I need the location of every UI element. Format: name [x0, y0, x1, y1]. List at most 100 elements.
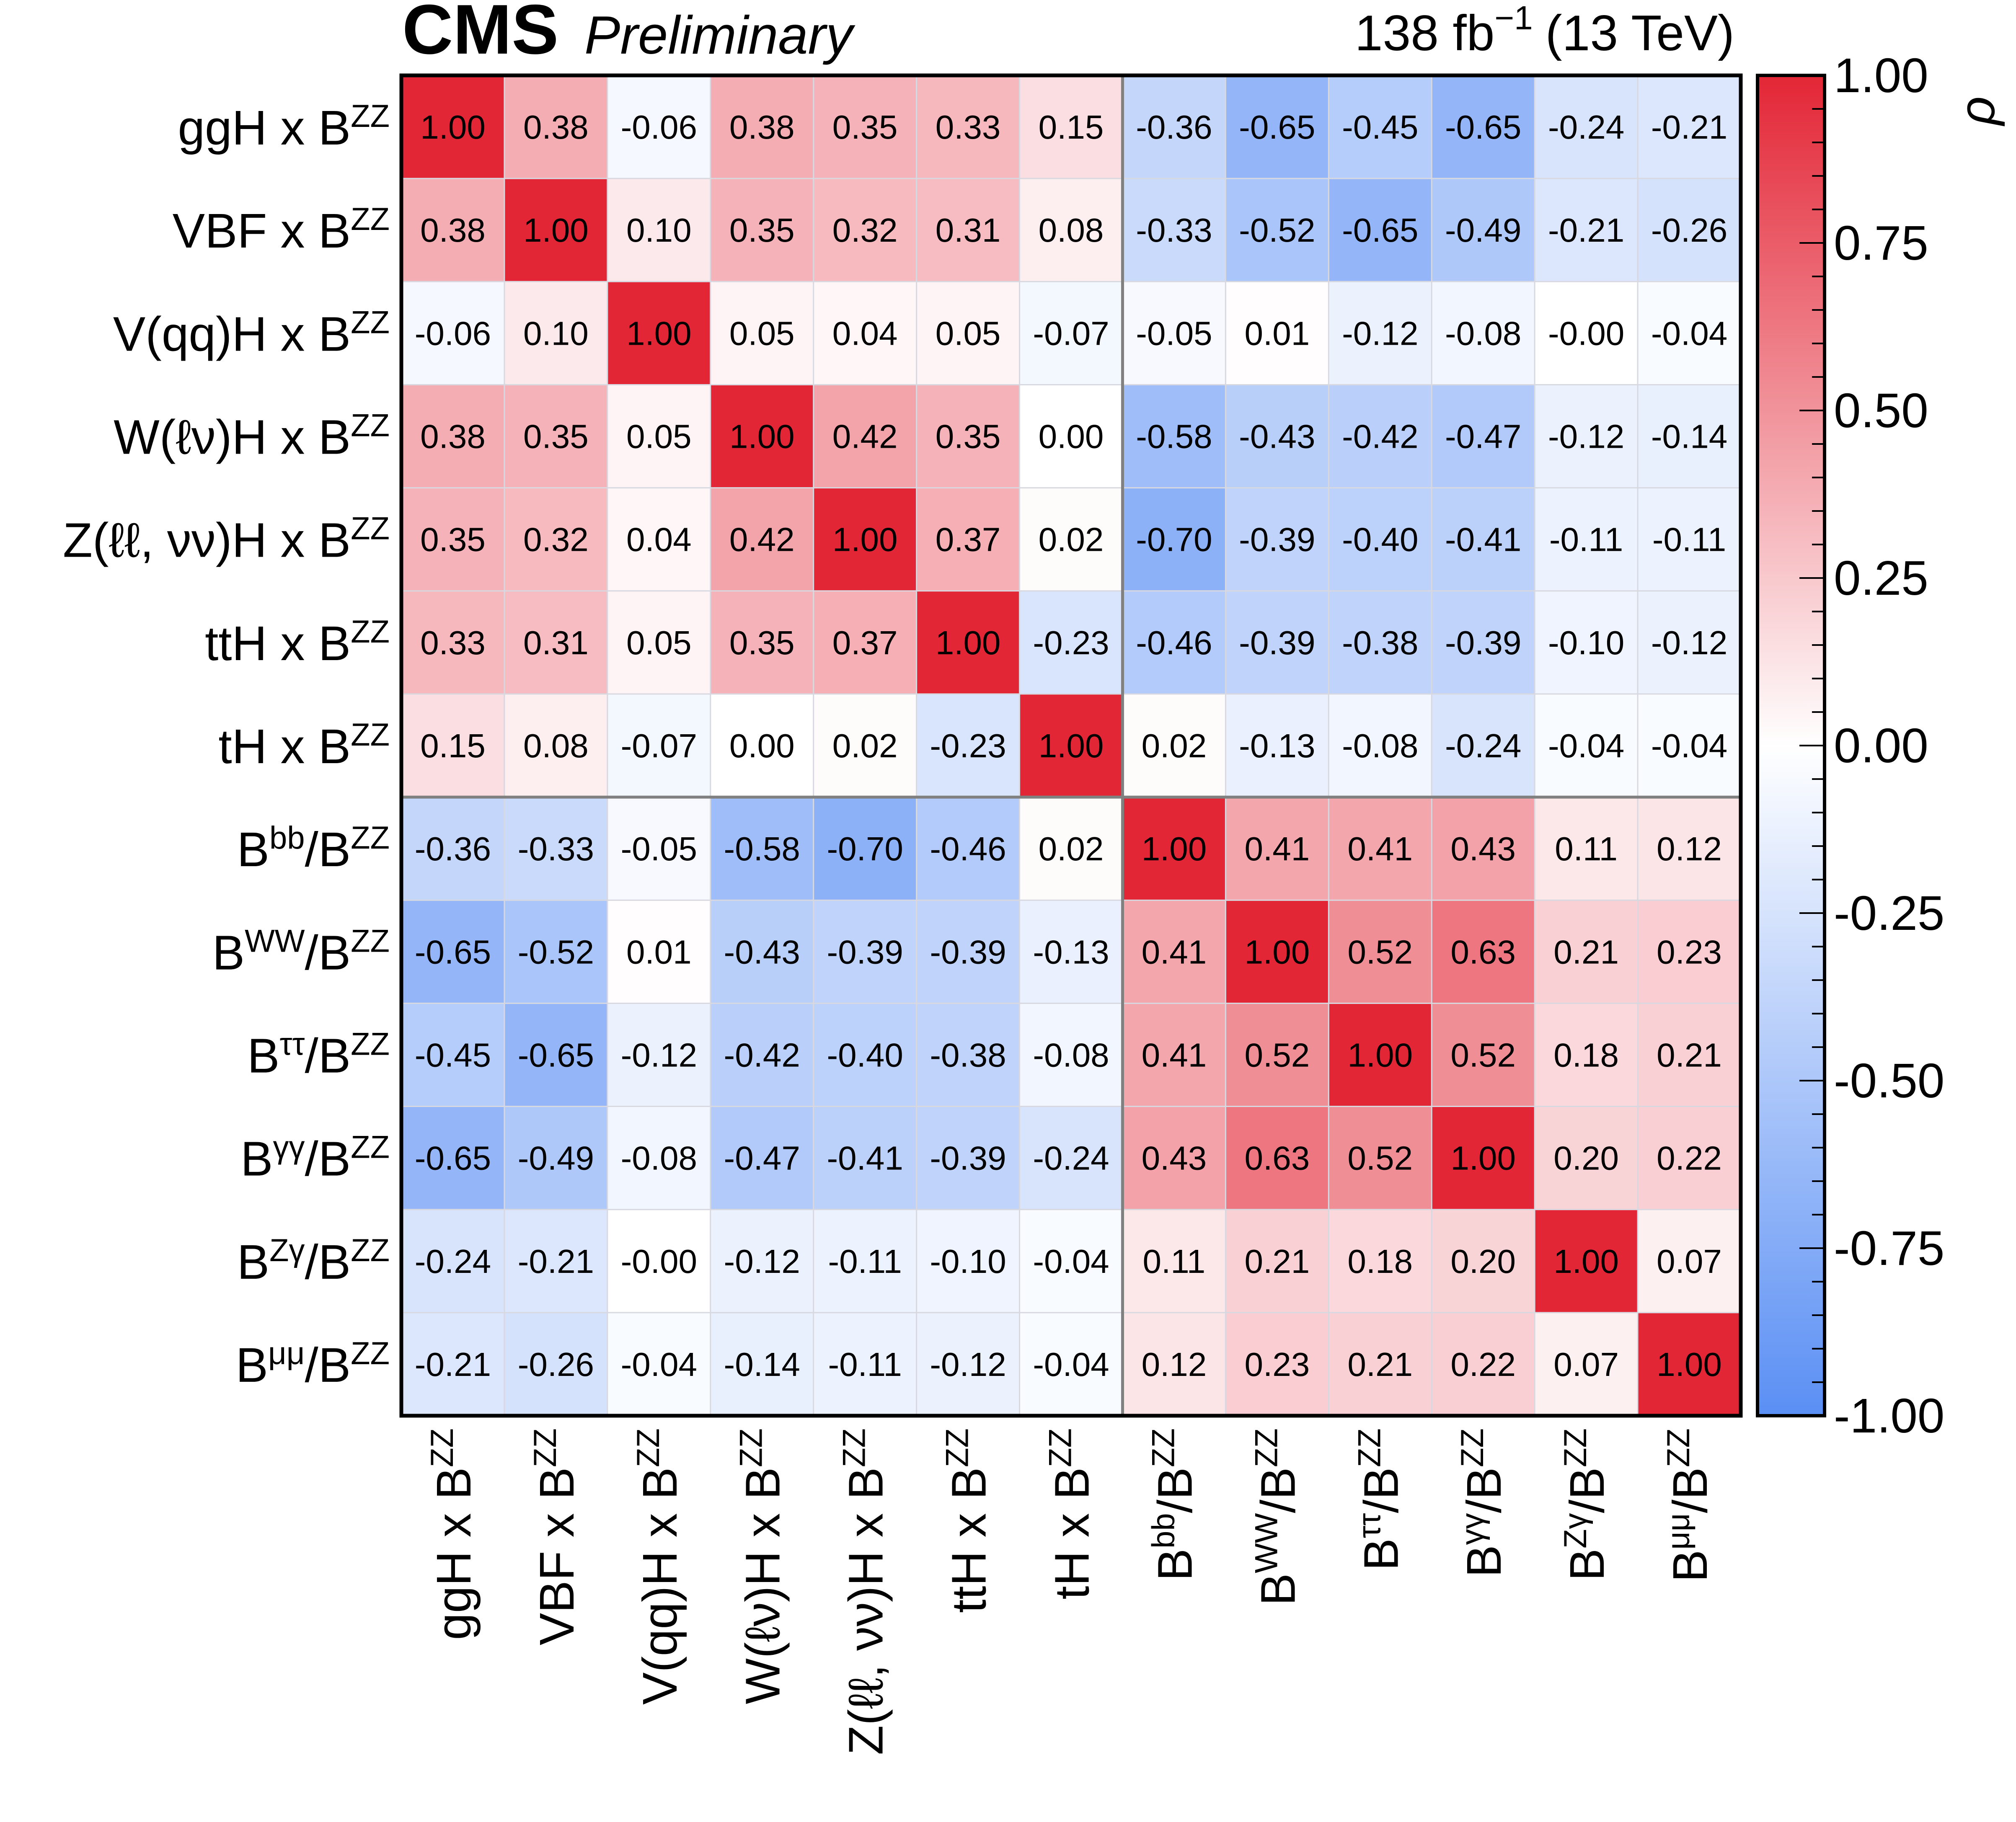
cell-value-label: 0.31 — [936, 212, 1001, 249]
cell-value-label: -0.46 — [930, 830, 1006, 867]
cell-value-label: -0.04 — [1033, 1346, 1109, 1383]
label-superscript: ZZ — [351, 1026, 390, 1062]
heatmap-cell — [1122, 1209, 1226, 1313]
cell-value-label: 0.42 — [729, 521, 795, 558]
cell-value-label: -0.14 — [724, 1346, 800, 1383]
label-base: Z(ℓℓ, νν)H x B — [63, 513, 351, 568]
cell-value-label: 0.02 — [1039, 521, 1104, 558]
column-label: tH x BZZ — [1043, 1428, 1099, 1600]
cell-value-label: 0.10 — [626, 212, 692, 249]
label-base: tH x B — [218, 719, 351, 774]
label-base: B — [237, 822, 269, 877]
cell-value-label: -0.23 — [1033, 624, 1109, 661]
label-tail: /B — [1663, 1467, 1717, 1513]
heatmap-cell — [813, 488, 917, 591]
label-tail: /B — [1354, 1467, 1408, 1513]
cell-value-label: -0.08 — [1342, 727, 1418, 764]
colorbar-tick-label: 0.75 — [1834, 216, 1928, 270]
block-separators — [401, 75, 1741, 1416]
cell-value-label: -0.65 — [1445, 108, 1521, 146]
heatmap-cell — [607, 1106, 711, 1210]
colorbar-tick-label: 0.50 — [1834, 383, 1928, 438]
cell-value-label: 0.07 — [1553, 1346, 1619, 1383]
label-base: VBF x B — [530, 1467, 584, 1645]
colorbar-tick-label: 0.25 — [1834, 551, 1928, 605]
column-label: W(ℓν)H x BZZ — [734, 1428, 790, 1704]
cell-value-label: -0.65 — [415, 1140, 491, 1177]
heatmap-cell — [1122, 1312, 1226, 1416]
heatmap-cell — [710, 75, 814, 179]
heatmap-cell — [916, 1312, 1020, 1416]
heatmap-cell — [1019, 694, 1123, 797]
heatmap-cell — [1225, 488, 1329, 591]
cell-value-label: 1.00 — [936, 624, 1001, 661]
cell-value-label: -0.39 — [827, 933, 903, 970]
label-base: B — [212, 925, 245, 980]
cell-value-label: -0.45 — [1342, 108, 1418, 146]
cell-value-label: -0.46 — [1136, 624, 1212, 661]
heatmap-cell — [504, 385, 608, 488]
heatmap-cell — [401, 385, 505, 488]
cell-value-label: -0.52 — [518, 933, 594, 970]
cell-value-label: -0.47 — [724, 1140, 800, 1177]
cell-value-label: 1.00 — [1039, 727, 1104, 764]
heatmap-cell — [401, 797, 505, 901]
cell-value-label: 0.05 — [936, 315, 1001, 352]
heatmap-cell — [1122, 385, 1226, 488]
heatmap-cell — [504, 1312, 608, 1416]
row-label: ggH x BZZ — [178, 98, 390, 155]
label-base: ttH x B — [205, 616, 351, 671]
label-superscript: μμ — [1661, 1513, 1696, 1550]
heatmap-cell — [710, 281, 814, 385]
cell-value-label: -0.07 — [1033, 315, 1109, 352]
label-superscript: ZZ — [351, 1336, 390, 1371]
cell-value-label: -0.08 — [1445, 315, 1521, 352]
cell-value-label: -0.41 — [827, 1140, 903, 1177]
cell-value-label: 1.00 — [1450, 1140, 1516, 1177]
label-superscript: ττ — [279, 1026, 305, 1062]
heatmap-cell — [1019, 1312, 1123, 1416]
cell-value-label: 0.01 — [1244, 315, 1310, 352]
heatmap-cell — [1432, 900, 1535, 1004]
cell-value-label: -0.42 — [1342, 418, 1418, 455]
heatmap-cell — [1122, 178, 1226, 282]
heatmap-cell — [1019, 75, 1123, 179]
heatmap-cell — [1432, 1003, 1535, 1107]
label-tail: /B — [305, 1338, 351, 1392]
label-superscript: ZZ — [1661, 1428, 1696, 1467]
heatmap-cell — [504, 488, 608, 591]
heatmap-cell — [916, 900, 1020, 1004]
heatmap-cell — [1638, 591, 1741, 694]
cell-value-label: 0.63 — [1244, 1140, 1310, 1177]
cell-value-label: 0.00 — [1039, 418, 1104, 455]
heatmap-cell — [504, 1003, 608, 1107]
cell-value-label: -0.65 — [518, 1036, 594, 1074]
cell-value-label: 0.38 — [729, 108, 795, 146]
cell-value-label: -0.45 — [415, 1036, 491, 1074]
cell-value-label: -0.04 — [1651, 315, 1727, 352]
label-superscript: Zγ — [269, 1233, 305, 1268]
cell-value-label: -0.42 — [724, 1036, 800, 1074]
heatmap-cell — [607, 591, 711, 694]
cell-value-label: 0.52 — [1347, 933, 1413, 970]
cell-value-label: -0.36 — [1136, 108, 1212, 146]
cell-value-label: 0.20 — [1553, 1140, 1619, 1177]
heatmap-cell — [1535, 488, 1638, 591]
cell-value-label: -0.58 — [724, 830, 800, 867]
cell-value-label: 0.35 — [729, 624, 795, 661]
heatmap-cell — [607, 1312, 711, 1416]
heatmap-cell — [1328, 694, 1432, 797]
cell-value-label: 1.00 — [626, 315, 692, 352]
heatmap-cells: 1.00 0.38 -0.06 0.38 0.35 0.33 0.15 -0.36 -0.65-… — [401, 75, 1741, 1416]
heatmap-cell — [1535, 281, 1638, 385]
cell-value-label: 0.33 — [936, 108, 1001, 146]
cell-value-label: -0.13 — [1239, 727, 1315, 764]
heatmap-cell — [1432, 591, 1535, 694]
label-base: ggH x B — [426, 1467, 481, 1640]
cell-value-label: -0.05 — [1136, 315, 1212, 352]
cell-value-label: -0.39 — [1239, 521, 1315, 558]
label-tail: /B — [305, 1235, 351, 1289]
cell-value-label: 0.04 — [832, 315, 898, 352]
label-superscript: ZZ — [837, 1428, 872, 1467]
heatmap-cell — [710, 178, 814, 282]
